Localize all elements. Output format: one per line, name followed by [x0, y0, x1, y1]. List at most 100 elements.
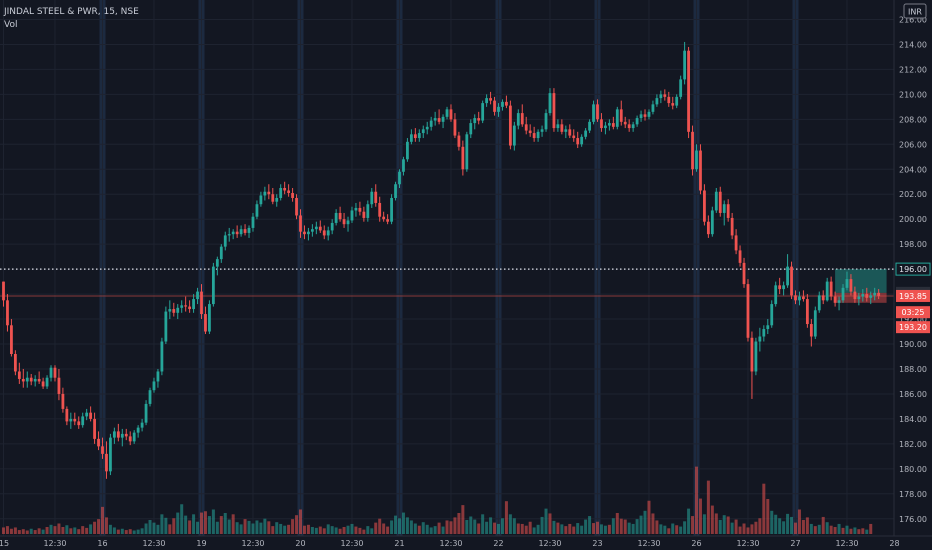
candle[interactable]	[136, 425, 140, 438]
candle[interactable]	[481, 100, 485, 124]
candle[interactable]	[722, 200, 726, 226]
candle[interactable]	[845, 271, 849, 291]
candle[interactable]	[417, 129, 421, 142]
candle[interactable]	[330, 219, 334, 235]
candle[interactable]	[338, 206, 342, 222]
candle[interactable]	[93, 412, 96, 444]
candle[interactable]	[132, 430, 136, 444]
candle[interactable]	[247, 225, 251, 238]
candle[interactable]	[718, 186, 722, 217]
candle[interactable]	[421, 125, 425, 139]
candle[interactable]	[536, 129, 540, 142]
candle[interactable]	[279, 184, 283, 201]
candle[interactable]	[227, 227, 231, 242]
candle[interactable]	[584, 128, 588, 140]
candle[interactable]	[580, 134, 584, 147]
candle[interactable]	[263, 186, 267, 201]
candle[interactable]	[37, 371, 41, 384]
candle[interactable]	[200, 284, 203, 320]
candle[interactable]	[239, 225, 243, 237]
candle[interactable]	[516, 109, 520, 130]
candle[interactable]	[754, 337, 758, 376]
candle[interactable]	[223, 231, 227, 251]
candle[interactable]	[528, 124, 532, 137]
candle[interactable]	[394, 181, 397, 201]
candle[interactable]	[508, 100, 512, 150]
candle[interactable]	[85, 408, 89, 421]
candle[interactable]	[271, 187, 275, 205]
candle[interactable]	[746, 279, 750, 342]
candle[interactable]	[714, 187, 718, 213]
candle[interactable]	[409, 129, 413, 145]
candle[interactable]	[370, 187, 374, 208]
candle[interactable]	[512, 121, 516, 151]
candle[interactable]	[588, 119, 591, 134]
candle[interactable]	[192, 294, 195, 313]
candle[interactable]	[592, 100, 595, 125]
candle[interactable]	[742, 257, 746, 288]
candle[interactable]	[406, 138, 409, 162]
candle[interactable]	[196, 287, 199, 305]
candle[interactable]	[738, 245, 742, 267]
candle[interactable]	[477, 111, 481, 125]
candle[interactable]	[57, 368, 61, 401]
candle[interactable]	[501, 99, 504, 111]
candle[interactable]	[6, 294, 9, 332]
candle[interactable]	[251, 212, 255, 232]
candle[interactable]	[449, 104, 453, 122]
candle[interactable]	[17, 362, 21, 384]
candle[interactable]	[433, 111, 437, 126]
candle[interactable]	[473, 114, 477, 130]
candle[interactable]	[639, 110, 643, 122]
candle[interactable]	[635, 115, 639, 127]
candle[interactable]	[524, 116, 528, 135]
candle[interactable]	[25, 371, 29, 388]
currency-badge[interactable]: INR	[903, 3, 927, 19]
candle[interactable]	[809, 319, 813, 347]
candle[interactable]	[176, 304, 180, 320]
candle[interactable]	[77, 416, 81, 429]
candle[interactable]	[853, 286, 857, 303]
candle[interactable]	[299, 209, 302, 238]
candle[interactable]	[437, 109, 441, 125]
candle[interactable]	[758, 327, 762, 352]
candle[interactable]	[413, 128, 417, 142]
candle[interactable]	[469, 119, 473, 139]
candle[interactable]	[877, 289, 881, 300]
candle[interactable]	[615, 106, 619, 130]
candle[interactable]	[326, 226, 330, 241]
time-axis-panel[interactable]	[0, 536, 932, 550]
candle[interactable]	[683, 41, 687, 85]
candle[interactable]	[378, 196, 382, 222]
candle[interactable]	[623, 116, 627, 129]
candle[interactable]	[706, 215, 710, 238]
candle[interactable]	[283, 181, 287, 195]
candle[interactable]	[548, 88, 552, 116]
candle[interactable]	[164, 306, 168, 345]
candle[interactable]	[45, 375, 49, 389]
candle[interactable]	[600, 113, 603, 132]
candle[interactable]	[13, 350, 17, 376]
candle[interactable]	[461, 140, 465, 176]
candle[interactable]	[734, 229, 738, 255]
candle[interactable]	[790, 261, 793, 300]
candle[interactable]	[21, 368, 25, 388]
candle[interactable]	[782, 281, 786, 296]
candle[interactable]	[671, 96, 675, 110]
candle[interactable]	[49, 365, 53, 382]
candle[interactable]	[374, 184, 378, 207]
candle[interactable]	[314, 221, 318, 235]
candle[interactable]	[275, 194, 279, 207]
candle[interactable]	[770, 300, 774, 328]
candle[interactable]	[140, 418, 144, 432]
candle[interactable]	[445, 106, 449, 120]
candle[interactable]	[687, 46, 690, 139]
candle[interactable]	[607, 119, 611, 131]
candle[interactable]	[287, 184, 291, 197]
candle[interactable]	[204, 306, 207, 335]
candle[interactable]	[604, 121, 607, 135]
candle[interactable]	[703, 184, 706, 226]
symbol-title[interactable]: JINDAL STEEL & PWR, 15, NSE	[4, 7, 139, 17]
candle[interactable]	[382, 211, 386, 222]
candle[interactable]	[53, 365, 57, 382]
